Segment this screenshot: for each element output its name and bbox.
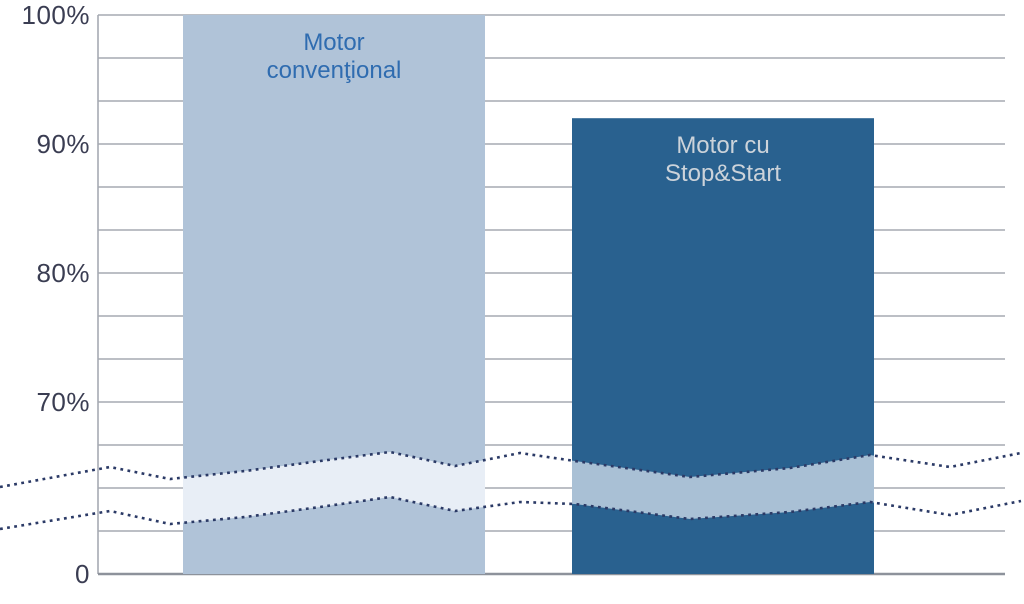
axis-break-line-lower [0, 495, 1022, 531]
y-axis-tick-label-80: 80% [36, 258, 90, 288]
y-axis-tick-label-70: 70% [36, 387, 90, 417]
bar-label-motor-conventional: Motor convenţional [266, 29, 402, 84]
axis-break-band-stop-start [572, 455, 874, 519]
y-axis-tick-label-90: 90% [36, 129, 90, 159]
axis-break-line-upper [0, 450, 1022, 489]
bar-label-motor-stop-start: Motor cu Stop&Start [664, 132, 782, 188]
y-axis-tick-label-100: 100% [21, 0, 90, 30]
y-axis-tick-label-0: 0 [75, 559, 90, 589]
